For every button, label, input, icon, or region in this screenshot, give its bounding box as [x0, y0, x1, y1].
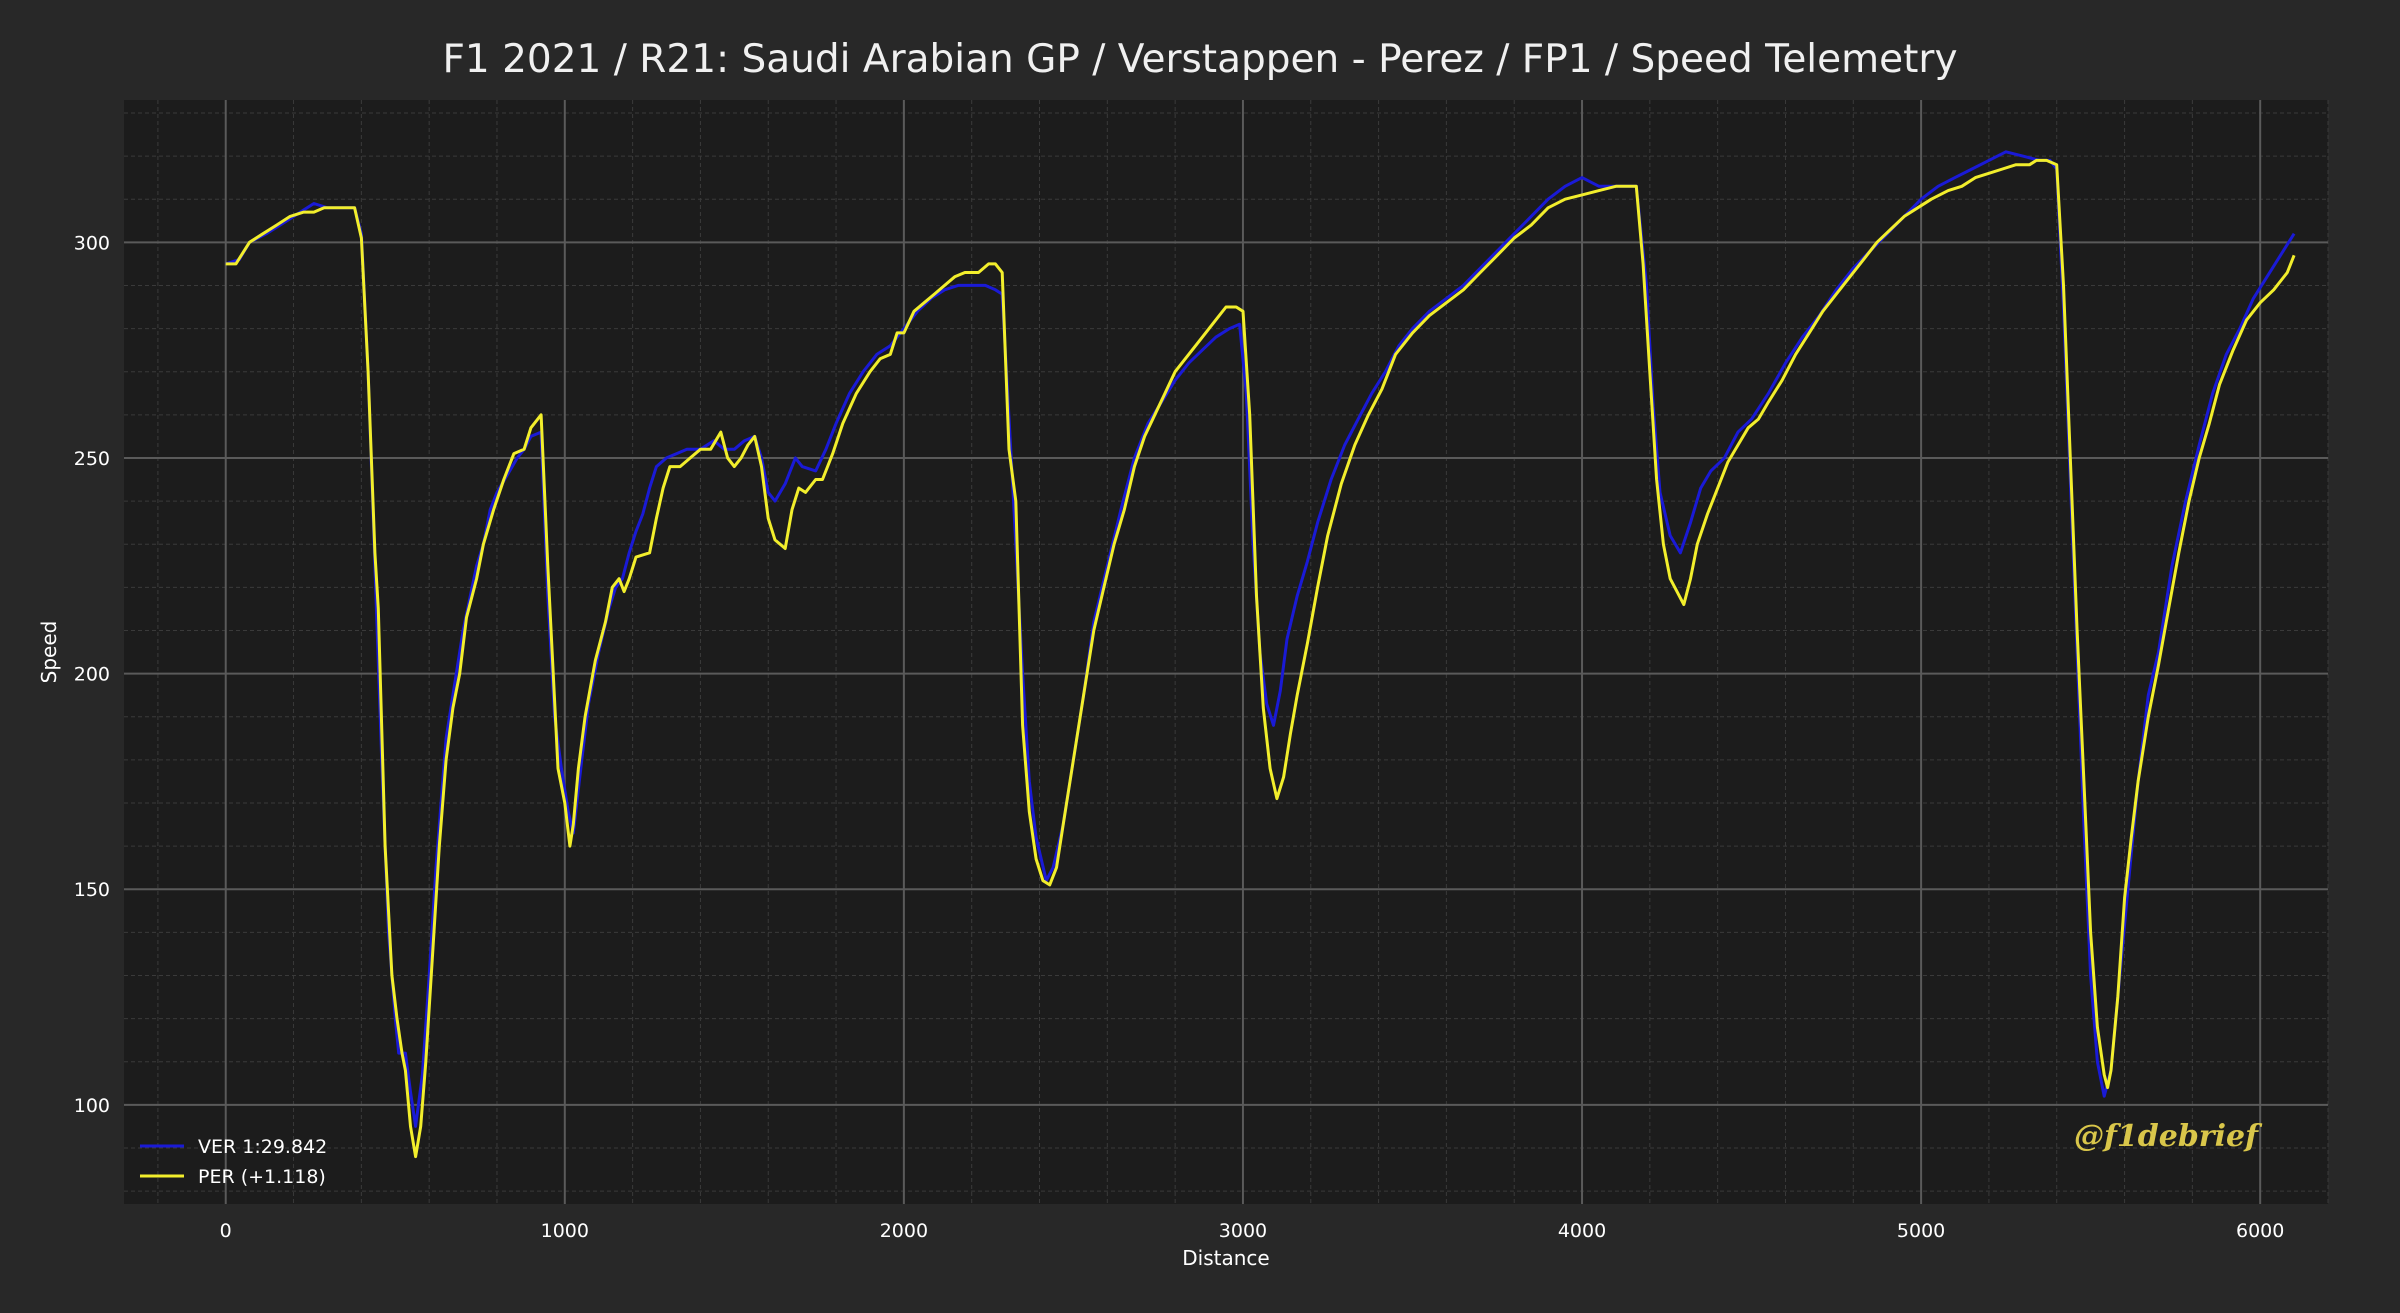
- y-tick-label: 200: [74, 664, 110, 686]
- legend-label-ver: VER 1:29.842: [198, 1136, 327, 1158]
- x-tick-label: 6000: [2236, 1220, 2284, 1242]
- x-axis-label: Distance: [1182, 1246, 1269, 1270]
- y-tick-label: 250: [74, 448, 110, 470]
- series-line-per: [225, 158, 2296, 1159]
- y-axis-label: Speed: [37, 621, 61, 684]
- y-tick-label: 150: [74, 879, 110, 901]
- series-lines: [225, 150, 2296, 1159]
- y-tick-label: 300: [74, 232, 110, 254]
- minor-grid: [124, 100, 2329, 1204]
- x-tick-label: 4000: [1558, 1220, 1606, 1242]
- x-tick-label: 0: [220, 1220, 232, 1242]
- watermark: @f1debrief: [2074, 1119, 2263, 1154]
- legend: VER 1:29.842 PER (+1.118): [140, 1136, 327, 1188]
- x-tick-label: 5000: [1897, 1220, 1945, 1242]
- plot-area: [124, 100, 2328, 1204]
- major-grid: [124, 100, 2328, 1204]
- legend-label-per: PER (+1.118): [198, 1166, 326, 1188]
- x-tick-label: 2000: [880, 1220, 928, 1242]
- y-tick-label: 100: [74, 1095, 110, 1117]
- x-tick-labels: 0 1000 2000 3000 4000 5000 6000: [220, 1220, 2285, 1242]
- chart-title: F1 2021 / R21: Saudi Arabian GP / Versta…: [442, 37, 1957, 82]
- x-tick-label: 1000: [541, 1220, 589, 1242]
- x-tick-label: 3000: [1219, 1220, 1267, 1242]
- y-tick-labels: 100 150 200 250 300: [74, 232, 110, 1117]
